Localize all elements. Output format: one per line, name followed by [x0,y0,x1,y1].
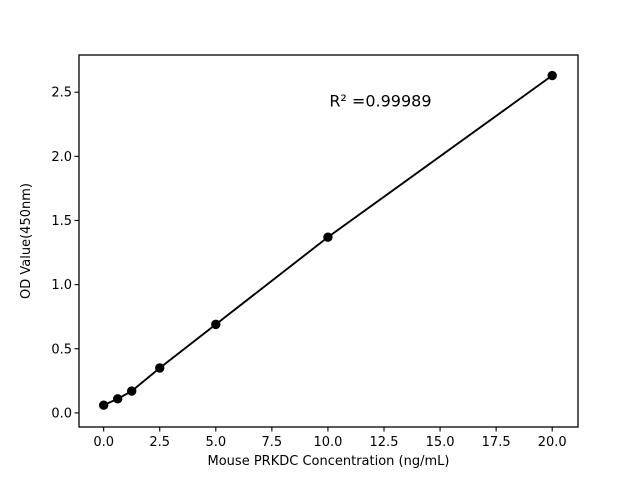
y-tick-label: 1.5 [51,214,72,229]
data-point [211,319,221,330]
plot-area: 0.0 2.5 5.0 7.5 10.0 12.5 15.0 17.5 20.0 0.0 0.5 1.… [51,54,579,450]
data-point [127,386,137,396]
y-tick-label: 2.0 [51,150,72,165]
x-tick-label: 5.0 [205,435,226,450]
y-tick-label: 0.0 [51,406,72,421]
data-point [323,232,333,242]
x-tick-label: 20.0 [538,435,567,450]
x-tick-label: 12.5 [370,435,399,450]
x-tick-label: 0.0 [93,435,114,450]
x-tick-label: 7.5 [262,435,283,450]
x-tick-label: 15.0 [426,435,455,450]
data-point [112,394,123,404]
y-tick-label: 1.0 [51,278,72,293]
data-point [155,363,165,373]
x-axis-label: Mouse PRKDC Concentration (ng/mL) [208,454,450,469]
y-tick-label: 2.5 [51,86,72,101]
plot-border [78,54,579,428]
x-tick-label: 10.0 [313,435,342,450]
x-tick-label: 17.5 [482,435,511,450]
data-point [547,70,557,81]
y-axis-label: OD Value(450nm) [19,183,34,299]
data-point [98,400,109,410]
r-squared-annotation: R² =0.99989 [329,92,431,111]
x-tick-label: 2.5 [149,435,170,450]
y-tick-label: 0.5 [51,342,72,357]
